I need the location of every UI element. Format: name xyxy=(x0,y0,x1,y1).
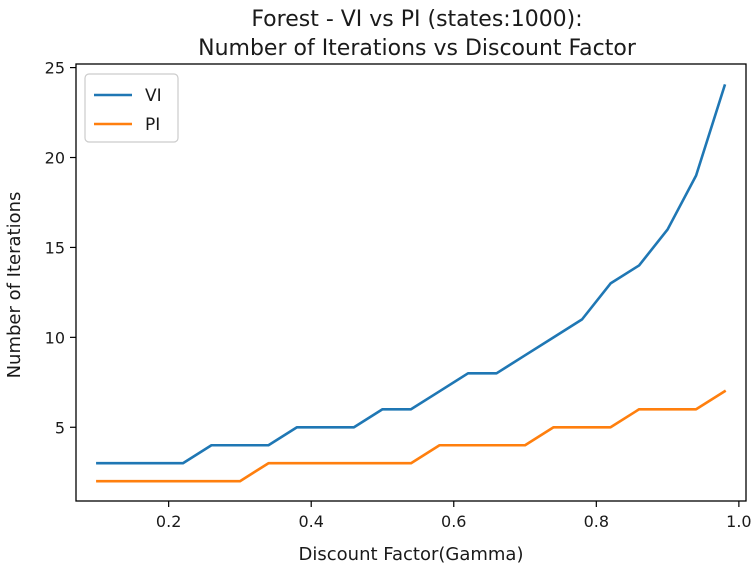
legend-box xyxy=(84,73,179,143)
x-axis: 0.2 0.4 0.6 0.8 1.0 xyxy=(156,501,752,531)
y-axis-label: Number of Iterations xyxy=(4,192,25,379)
plot-frame xyxy=(75,63,747,502)
x-axis-label: Discount Factor(Gamma) xyxy=(299,544,524,565)
x-tick-label: 0.6 xyxy=(441,512,466,531)
y-tick-label: 5 xyxy=(55,418,65,437)
y-tick-label: 20 xyxy=(45,149,65,168)
plot-area xyxy=(96,83,727,483)
x-tick-label: 1.0 xyxy=(726,512,751,531)
y-tick-label: 10 xyxy=(45,328,65,347)
series-line-pi xyxy=(96,389,727,483)
chart-title-line-1: Forest - VI vs PI (states:1000): xyxy=(251,7,582,32)
legend-label-vi: VI xyxy=(145,86,162,106)
chart-title-line-2: Number of Iterations vs Discount Factor xyxy=(198,36,637,61)
y-tick-label: 15 xyxy=(45,238,65,257)
x-tick-label: 0.4 xyxy=(298,512,323,531)
legend-label-pi: PI xyxy=(145,115,160,135)
y-axis: 5 10 15 20 25 xyxy=(45,59,76,437)
x-tick-label: 0.8 xyxy=(584,512,609,531)
series-line-vi xyxy=(96,83,727,465)
x-tick-label: 0.2 xyxy=(156,512,181,531)
legend: VI PI xyxy=(84,73,179,143)
y-tick-label: 25 xyxy=(45,59,65,78)
